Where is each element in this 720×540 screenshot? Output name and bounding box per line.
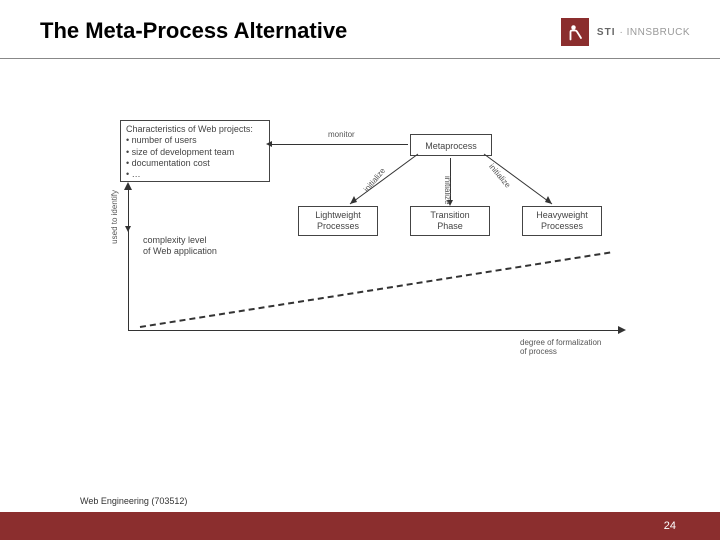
logo-text-a: STI bbox=[597, 27, 616, 38]
xlab-1: of process bbox=[520, 347, 601, 356]
axis-y-arrow bbox=[124, 182, 132, 190]
axis-x bbox=[128, 330, 620, 331]
logo-text-b: · INNSBRUCK bbox=[619, 27, 690, 38]
label-used-to-identify: used to identify bbox=[110, 190, 119, 244]
logo-icon bbox=[561, 18, 589, 46]
footer-page-number: 24 bbox=[664, 520, 676, 532]
footer-course: Web Engineering (703512) bbox=[80, 496, 187, 506]
header-divider bbox=[0, 58, 720, 59]
diagram: Characteristics of Web projects: • numbe… bbox=[80, 120, 640, 400]
logo: STI · INNSBRUCK bbox=[561, 18, 690, 46]
xlab-0: degree of formalization bbox=[520, 338, 601, 347]
page-title: The Meta-Process Alternative bbox=[40, 18, 347, 44]
axis-x-arrow bbox=[618, 326, 626, 334]
footer: Web Engineering (703512) 24 bbox=[0, 500, 720, 540]
footer-bar bbox=[0, 512, 720, 540]
arrow-init-hw bbox=[80, 120, 640, 270]
axis-x-label: degree of formalization of process bbox=[520, 338, 601, 356]
axis-y bbox=[128, 188, 129, 330]
